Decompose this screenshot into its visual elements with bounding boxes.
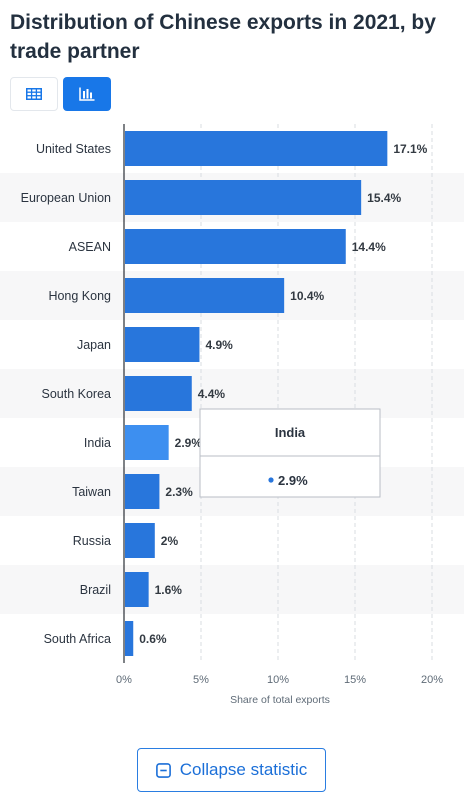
x-tick-label: 20% bbox=[421, 674, 443, 686]
category-label: Hong Kong bbox=[48, 289, 111, 303]
bar bbox=[125, 376, 192, 411]
x-tick-label: 10% bbox=[267, 674, 289, 686]
category-label: Japan bbox=[77, 338, 111, 352]
category-label: India bbox=[84, 436, 111, 450]
bar-chart-icon bbox=[79, 87, 95, 101]
x-tick-label: 0% bbox=[116, 674, 132, 686]
bar bbox=[125, 180, 362, 215]
collapse-statistic-button[interactable]: Collapse statistic bbox=[137, 748, 326, 792]
category-label: Taiwan bbox=[72, 485, 111, 499]
table-view-button[interactable] bbox=[10, 77, 58, 111]
x-tick-label: 5% bbox=[193, 674, 209, 686]
chart-view-button[interactable] bbox=[63, 77, 111, 111]
category-label: Russia bbox=[73, 534, 111, 548]
category-label: Brazil bbox=[80, 583, 111, 597]
data-label: 2.9% bbox=[175, 436, 203, 450]
bar bbox=[125, 327, 200, 362]
data-label: 4.9% bbox=[205, 338, 233, 352]
tooltip-value: 2.9% bbox=[278, 473, 308, 488]
bar bbox=[125, 474, 160, 509]
bar bbox=[125, 425, 169, 460]
data-label: 17.1% bbox=[393, 142, 427, 156]
table-icon bbox=[26, 88, 42, 100]
data-label: 14.4% bbox=[352, 240, 386, 254]
bar bbox=[125, 229, 346, 264]
bar bbox=[125, 572, 149, 607]
data-label: 0.6% bbox=[139, 632, 167, 646]
x-tick-label: 15% bbox=[344, 674, 366, 686]
bar bbox=[125, 621, 134, 656]
data-label: 2.3% bbox=[165, 485, 193, 499]
category-label: South Africa bbox=[44, 632, 111, 646]
tooltip-title: India bbox=[275, 425, 306, 440]
category-label: South Korea bbox=[42, 387, 112, 401]
minus-square-icon bbox=[155, 762, 171, 778]
data-label: 15.4% bbox=[367, 191, 401, 205]
bar bbox=[125, 278, 285, 313]
collapse-statistic-label: Collapse statistic bbox=[179, 760, 308, 779]
category-label: ASEAN bbox=[69, 240, 111, 254]
x-axis-title: Share of total exports bbox=[230, 694, 330, 706]
data-label: 4.4% bbox=[198, 387, 226, 401]
data-label: 1.6% bbox=[155, 583, 183, 597]
data-label: 10.4% bbox=[290, 289, 324, 303]
chart-title: Distribution of Chinese exports in 2021,… bbox=[10, 11, 436, 63]
category-label: European Union bbox=[21, 191, 111, 205]
bar bbox=[125, 131, 388, 166]
data-label: 2% bbox=[161, 534, 179, 548]
tooltip-box bbox=[199, 408, 381, 498]
bar-chart: 0% 5% 10% 15% 20% Share of total exports Unite… bbox=[0, 124, 464, 706]
row-band bbox=[0, 565, 464, 614]
category-label: United States bbox=[36, 142, 111, 156]
bar bbox=[125, 523, 155, 558]
tooltip-marker bbox=[268, 477, 274, 483]
